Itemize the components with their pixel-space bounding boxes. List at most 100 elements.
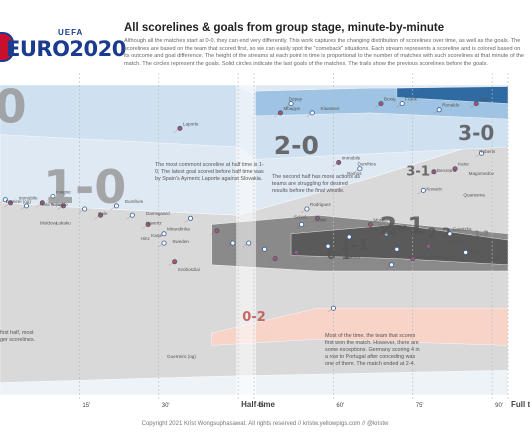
goal-point	[2, 197, 8, 203]
goal-scorer-label: Mirandinha	[167, 227, 190, 232]
goal-point	[50, 194, 56, 200]
goal-point	[336, 159, 342, 165]
goal-scorer-label: Pukki	[315, 217, 326, 222]
goal-scorer-label: Morata	[373, 217, 388, 222]
goal-scorer-label: Havertz	[146, 221, 163, 226]
goal-scorer-label: Rodriguez	[310, 202, 332, 207]
goal-scorer-label: Goretzka	[453, 227, 472, 232]
goal-point	[367, 221, 373, 227]
goal-point	[161, 240, 167, 246]
scoreline-label: 1-2	[474, 229, 488, 238]
scoreline-label: 1-0	[43, 160, 126, 214]
scoreline-labels: 0 1-0 2-0 3-0 2-1 1-1 2-2 3-1 0-1 0-2 1-2	[0, 79, 494, 325]
footer-credit: Copyright 2021 Krist Wongsuphasawat. All…	[141, 421, 389, 427]
goal-scorer-label: Kane	[151, 233, 162, 238]
goal-scorer-label: Damsgaard	[146, 211, 170, 216]
goal-scorer-label: Stig	[479, 97, 487, 102]
goal-scorer-label: Klaassen	[321, 106, 340, 111]
goal-scorer-label: Ronaldo	[442, 103, 460, 108]
scoreline-label: 3-0	[458, 121, 494, 145]
scoreline-label: 0-2	[242, 310, 266, 325]
goal-scorer-label: Gyoda	[379, 224, 393, 229]
goal-scorer-label: Ramos	[347, 171, 362, 176]
goal-point	[187, 215, 193, 221]
goal-point	[246, 240, 252, 246]
annotation-left-partial: first half, most ger scorelines.	[0, 330, 36, 343]
goal-point	[378, 101, 384, 107]
annotation-comeback: Most of the time, the team that scores f…	[325, 333, 420, 367]
annotation-second-half: The second half has more actions as team…	[272, 174, 361, 194]
goal-scorer-label: Kovacic	[426, 186, 443, 191]
goal-scorer-label: Mbappe	[437, 255, 454, 260]
goal-point	[426, 243, 432, 249]
x-tick-label: 90'	[495, 403, 503, 409]
goal-scorer-label: Gosens	[448, 239, 465, 244]
goal-scorer-label: Kane	[458, 162, 469, 167]
goal-scorer-label: Insigne	[56, 190, 71, 195]
stream-band-4	[396, 86, 509, 104]
goal-point	[262, 246, 268, 252]
goal-scorer-label: Demirel (og)	[6, 199, 32, 204]
goal-scorer-label: Kjaer	[469, 248, 480, 253]
scoreline-label: 2-1	[380, 212, 425, 241]
goal-point	[277, 110, 283, 116]
x-tick-label: 15'	[82, 403, 90, 409]
halftime-band	[236, 75, 256, 395]
goal-point	[325, 243, 331, 249]
goal-point	[230, 240, 236, 246]
goal-point	[330, 305, 336, 311]
goal-point	[272, 256, 278, 262]
logo-uefa-text: UEFA	[58, 28, 84, 37]
goal-point	[98, 212, 104, 218]
goal-point	[39, 200, 45, 206]
goal-point	[479, 150, 485, 156]
goal-point	[436, 107, 442, 113]
goal-point	[463, 249, 469, 255]
x-tick-label: Full time	[511, 400, 530, 409]
goal-scorer-label: Schick	[294, 214, 308, 219]
goal-scorer-label: Zenk	[368, 227, 379, 232]
goal-scorer-label: Depay	[289, 97, 303, 102]
x-tick-label: Half time	[241, 400, 275, 409]
scoreline-label: 2-2	[427, 226, 451, 241]
goal-point	[394, 246, 400, 252]
goal-scorer-label: Szoboszlai	[178, 267, 200, 272]
euro2020-logo: UEFA EURO2020	[0, 28, 126, 68]
goal-scorer-label: Bale	[98, 211, 108, 216]
trophy-emblem-icon	[0, 32, 14, 62]
goal-point	[304, 206, 310, 212]
goal-scorer-label: Dumfries	[125, 199, 144, 204]
goal-point	[214, 228, 220, 234]
logo-euro-text: EURO2020	[6, 37, 126, 61]
goal-scorer-label: Moldova	[40, 221, 58, 226]
goal-circles	[2, 101, 485, 311]
goal-point	[293, 249, 299, 255]
goal-scorer-label: Lewandowski	[416, 255, 444, 260]
goal-scorer-label: Boxaj	[384, 97, 396, 102]
chart-intro: Although all the matches start at 0-0, t…	[124, 38, 524, 67]
time-gridlines	[79, 73, 509, 400]
goal-scorer-label: Guerreiro (og)	[167, 354, 196, 359]
goal-scorer-label: Immobile	[342, 155, 361, 160]
goal-scorer-label: Hinz	[141, 236, 151, 241]
annotation-most-common: The most commont scoreline at half time …	[155, 162, 264, 182]
goal-scorer-label: Hakimi (og)	[40, 202, 64, 207]
x-tick-label: 45'	[257, 403, 265, 409]
goal-scorer-label: Mbappe	[283, 106, 300, 111]
goal-point	[473, 101, 479, 107]
scoreline-label: 3-1	[406, 164, 430, 179]
goal-point	[410, 256, 416, 262]
goal-point	[161, 231, 167, 237]
goal-scorer-label: Frank	[405, 97, 417, 102]
goal-point	[299, 221, 305, 227]
goal-point	[61, 203, 67, 209]
x-tick-label: 60'	[336, 403, 344, 409]
goal-point	[314, 215, 320, 221]
goal-point	[431, 169, 437, 175]
goal-scorer-label: Lewandowski	[389, 227, 417, 232]
goal-point	[288, 101, 294, 107]
goal-point	[420, 187, 426, 193]
